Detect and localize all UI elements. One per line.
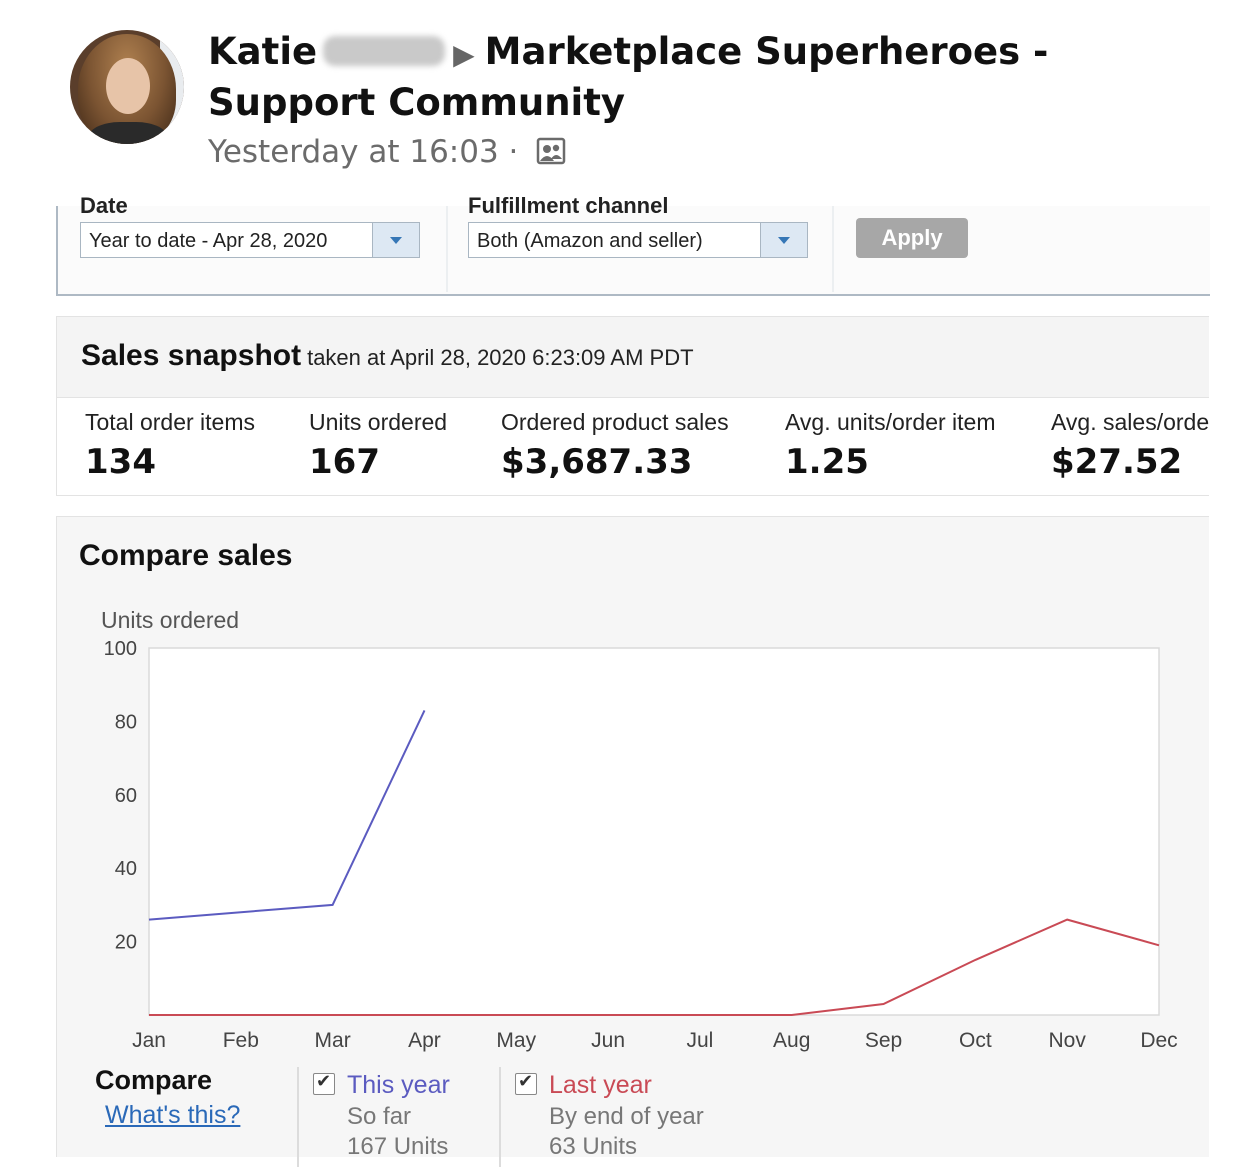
- y-tick-label: 60: [115, 785, 137, 807]
- snapshot-header: Sales snapshot taken at April 28, 2020 6:…: [57, 317, 1209, 398]
- x-tick-label: Nov: [1049, 1029, 1087, 1052]
- legend-this-year[interactable]: This year: [347, 1071, 450, 1099]
- snapshot-title-text: Sales snapshot: [81, 339, 302, 372]
- post-timestamp[interactable]: Yesterday at 16:03: [208, 134, 499, 170]
- series-line-last-year: [149, 918, 1160, 1016]
- x-tick-label: Aug: [773, 1029, 810, 1052]
- metric-value: 1.25: [785, 442, 869, 482]
- metric-label: Avg. units/order item: [785, 409, 996, 435]
- x-tick-label: Mar: [315, 1029, 351, 1052]
- metric-value: $3,687.33: [501, 442, 693, 482]
- meta-separator: ·: [508, 134, 519, 170]
- metric-label: Ordered product sales: [501, 409, 729, 435]
- metric-label: Units ordered: [309, 409, 448, 435]
- channel-select[interactable]: Both (Amazon and seller): [468, 222, 808, 258]
- author-avatar[interactable]: [70, 30, 184, 144]
- metric-avg-sales-order-item: Avg. sales/order item $27.52: [1051, 409, 1209, 482]
- legend-this-year-units: 167 Units: [347, 1133, 449, 1160]
- metric-value: $27.52: [1051, 442, 1183, 482]
- metric-value: 167: [309, 442, 380, 482]
- filter-divider: [446, 206, 448, 292]
- y-tick-label: 40: [115, 858, 137, 880]
- filter-divider: [832, 206, 834, 292]
- y-tick-label: 20: [115, 932, 137, 954]
- group-name[interactable]: Marketplace Superheroes -: [484, 30, 1049, 73]
- compare-sales-panel: Compare sales Units ordered 20 40 60 80 100 J…: [56, 516, 1209, 1167]
- y-axis-label: Units ordered: [101, 607, 240, 633]
- y-tick-label: 80: [115, 711, 137, 733]
- channel-select-value: Both (Amazon and seller): [477, 230, 703, 252]
- x-tick-label: Oct: [959, 1029, 992, 1052]
- legend-last-year-sub: By end of year: [549, 1103, 704, 1130]
- date-select-value: Year to date - Apr 28, 2020: [89, 230, 328, 252]
- compare-sales-title: Compare sales: [79, 539, 293, 572]
- x-tick-label: Feb: [223, 1029, 259, 1052]
- compare-heading: Compare: [95, 1065, 213, 1095]
- snapshot-subtitle: taken at April 28, 2020 6:23:09 AM PDT: [307, 345, 694, 370]
- snapshot-title: Sales snapshot taken at April 28, 2020 6:…: [81, 339, 694, 373]
- x-tick-label: Sep: [865, 1029, 902, 1052]
- chevron-down-icon[interactable]: [760, 223, 807, 257]
- chevron-down-icon[interactable]: [372, 223, 419, 257]
- metric-units-ordered: Units ordered 167: [309, 409, 489, 482]
- units-ordered-chart: 20 40 60 80 100 Jan Feb Mar Apr May Jun Jul Aug Sep Oc…: [104, 638, 1178, 1052]
- whats-this-link[interactable]: What's this?: [105, 1101, 241, 1129]
- metric-label: Avg. sales/order item: [1051, 409, 1209, 435]
- legend-divider: [499, 1067, 501, 1167]
- channel-label: Fulfillment channel: [468, 196, 669, 214]
- post-header: Katie ▶ Marketplace Superheroes - Support …: [208, 28, 1048, 127]
- author-name[interactable]: Katie: [208, 30, 318, 73]
- plot-area: [148, 647, 1160, 1016]
- series-line-this-year: [148, 709, 426, 921]
- group-name-cont[interactable]: Support Community: [208, 81, 626, 124]
- this-year-checkbox[interactable]: [313, 1071, 335, 1095]
- x-tick-label: May: [496, 1029, 536, 1052]
- triangle-right-icon: ▶: [453, 38, 475, 71]
- legend-last-year[interactable]: Last year: [549, 1071, 652, 1099]
- post-meta: Yesterday at 16:03 ·: [208, 134, 566, 170]
- filter-panel: Date Year to date - Apr 28, 2020 Fulfill…: [56, 196, 1210, 296]
- x-tick-label: Jan: [132, 1029, 166, 1052]
- date-select[interactable]: Year to date - Apr 28, 2020: [80, 222, 420, 258]
- legend-this-year-sub: So far: [347, 1103, 412, 1130]
- apply-button[interactable]: Apply: [856, 218, 968, 258]
- legend-last-year-units: 63 Units: [549, 1133, 638, 1160]
- sales-snapshot: Sales snapshot taken at April 28, 2020 6:…: [56, 316, 1209, 496]
- metric-value: 134: [85, 442, 156, 482]
- metric-avg-units-order-item: Avg. units/order item 1.25: [785, 409, 1035, 482]
- x-tick-label: Dec: [1140, 1029, 1177, 1052]
- x-tick-label: Apr: [408, 1029, 441, 1052]
- y-tick-label: 100: [104, 638, 137, 660]
- blurred-surname: [323, 36, 446, 66]
- x-tick-label: Jul: [686, 1029, 713, 1052]
- metric-ordered-product-sales: Ordered product sales $3,687.33: [501, 409, 771, 482]
- metric-label: Total order items: [85, 409, 256, 435]
- legend-divider: [297, 1067, 299, 1167]
- x-tick-label: Jun: [591, 1029, 625, 1052]
- group-icon: [537, 137, 566, 165]
- last-year-checkbox[interactable]: [515, 1071, 537, 1095]
- metric-total-order-items: Total order items 134: [85, 409, 295, 482]
- date-label: Date: [80, 196, 128, 214]
